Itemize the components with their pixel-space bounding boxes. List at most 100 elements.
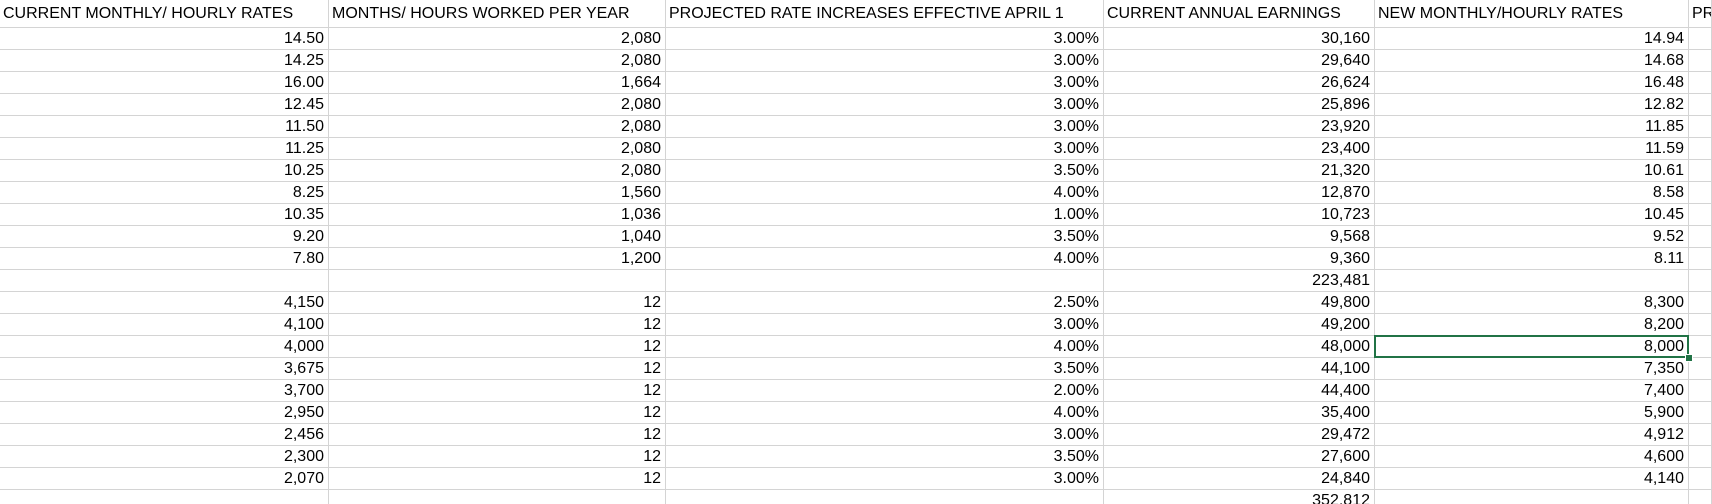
- cell[interactable]: 29,472: [1104, 424, 1375, 446]
- cell[interactable]: 2,080: [329, 28, 666, 50]
- cell[interactable]: 12: [329, 446, 666, 468]
- cell[interactable]: 12: [329, 468, 666, 490]
- header-cell[interactable]: CURRENT ANNUAL EARNINGS: [1104, 0, 1375, 28]
- cell[interactable]: [666, 490, 1104, 504]
- cell[interactable]: 3.00%: [666, 72, 1104, 94]
- cell[interactable]: 3,700: [0, 380, 329, 402]
- cell[interactable]: 2,080: [329, 160, 666, 182]
- cell[interactable]: 14.25: [0, 50, 329, 72]
- cell[interactable]: 2,080: [329, 116, 666, 138]
- cell[interactable]: [1689, 182, 1712, 204]
- header-cell[interactable]: MONTHS/ HOURS WORKED PER YEAR: [329, 0, 666, 28]
- cell[interactable]: 7,350: [1375, 358, 1689, 380]
- cell[interactable]: 3.00%: [666, 28, 1104, 50]
- cell[interactable]: [1375, 270, 1689, 292]
- cell[interactable]: 3.50%: [666, 226, 1104, 248]
- cell[interactable]: 49,200: [1104, 314, 1375, 336]
- cell[interactable]: [1689, 468, 1712, 490]
- cell[interactable]: [1689, 160, 1712, 182]
- cell[interactable]: 21,320: [1104, 160, 1375, 182]
- cell[interactable]: 16.00: [0, 72, 329, 94]
- cell[interactable]: 3.50%: [666, 446, 1104, 468]
- cell[interactable]: 3.50%: [666, 160, 1104, 182]
- cell[interactable]: 12: [329, 314, 666, 336]
- cell[interactable]: 3.00%: [666, 50, 1104, 72]
- cell[interactable]: 3.00%: [666, 314, 1104, 336]
- cell[interactable]: 44,100: [1104, 358, 1375, 380]
- cell[interactable]: [1689, 270, 1712, 292]
- cell[interactable]: 26,624: [1104, 72, 1375, 94]
- cell[interactable]: 4.00%: [666, 336, 1104, 358]
- cell[interactable]: 44,400: [1104, 380, 1375, 402]
- cell[interactable]: 11.25: [0, 138, 329, 160]
- cell[interactable]: 9,360: [1104, 248, 1375, 270]
- cell[interactable]: 25,896: [1104, 94, 1375, 116]
- fill-handle[interactable]: [1685, 354, 1693, 362]
- cell[interactable]: 352,812: [1104, 490, 1375, 504]
- cell[interactable]: 3.00%: [666, 138, 1104, 160]
- cell[interactable]: 3.50%: [666, 358, 1104, 380]
- cell[interactable]: 2.00%: [666, 380, 1104, 402]
- cell[interactable]: [1689, 50, 1712, 72]
- cell[interactable]: [1689, 204, 1712, 226]
- cell[interactable]: 14.68: [1375, 50, 1689, 72]
- cell[interactable]: 12: [329, 336, 666, 358]
- cell[interactable]: 12,870: [1104, 182, 1375, 204]
- cell[interactable]: 49,800: [1104, 292, 1375, 314]
- cell[interactable]: 1.00%: [666, 204, 1104, 226]
- header-cell[interactable]: PROJECTED RATE INCREASES EFFECTIVE APRIL…: [666, 0, 1104, 28]
- cell[interactable]: 12: [329, 424, 666, 446]
- cell[interactable]: 11.85: [1375, 116, 1689, 138]
- cell[interactable]: 5,900: [1375, 402, 1689, 424]
- cell[interactable]: [0, 490, 329, 504]
- cell[interactable]: 23,400: [1104, 138, 1375, 160]
- cell[interactable]: 12: [329, 292, 666, 314]
- cell[interactable]: 1,040: [329, 226, 666, 248]
- cell[interactable]: 12.82: [1375, 94, 1689, 116]
- cell[interactable]: 4.00%: [666, 402, 1104, 424]
- cell[interactable]: [1689, 314, 1712, 336]
- cell[interactable]: [1689, 248, 1712, 270]
- selection[interactable]: [1374, 335, 1689, 358]
- cell[interactable]: 3,675: [0, 358, 329, 380]
- cell[interactable]: [1689, 446, 1712, 468]
- cell[interactable]: 7,400: [1375, 380, 1689, 402]
- cell[interactable]: 10.35: [0, 204, 329, 226]
- cell[interactable]: [329, 490, 666, 504]
- cell[interactable]: 24,840: [1104, 468, 1375, 490]
- cell[interactable]: 7.80: [0, 248, 329, 270]
- cell[interactable]: 2,080: [329, 94, 666, 116]
- cell[interactable]: 2,070: [0, 468, 329, 490]
- cell[interactable]: 2,300: [0, 446, 329, 468]
- cell[interactable]: 14.94: [1375, 28, 1689, 50]
- cell[interactable]: 35,400: [1104, 402, 1375, 424]
- cell[interactable]: [1689, 116, 1712, 138]
- cell[interactable]: 12: [329, 380, 666, 402]
- cell[interactable]: 1,664: [329, 72, 666, 94]
- cell[interactable]: 3.00%: [666, 468, 1104, 490]
- cell[interactable]: [1689, 402, 1712, 424]
- cell[interactable]: 4,150: [0, 292, 329, 314]
- header-cell[interactable]: NEW MONTHLY/HOURLY RATES: [1375, 0, 1689, 28]
- cell[interactable]: [1689, 138, 1712, 160]
- cell[interactable]: [329, 270, 666, 292]
- cell[interactable]: 4,100: [0, 314, 329, 336]
- cell[interactable]: [1689, 72, 1712, 94]
- cell[interactable]: [1689, 490, 1712, 504]
- cell[interactable]: 4,140: [1375, 468, 1689, 490]
- cell[interactable]: 2,080: [329, 50, 666, 72]
- cell[interactable]: 4.00%: [666, 248, 1104, 270]
- cell[interactable]: 8,300: [1375, 292, 1689, 314]
- cell[interactable]: 48,000: [1104, 336, 1375, 358]
- cell[interactable]: 8.58: [1375, 182, 1689, 204]
- cell[interactable]: 2,950: [0, 402, 329, 424]
- cell[interactable]: 12: [329, 358, 666, 380]
- cell[interactable]: [1375, 490, 1689, 504]
- cell[interactable]: 11.50: [0, 116, 329, 138]
- cell[interactable]: 30,160: [1104, 28, 1375, 50]
- cell[interactable]: [1689, 292, 1712, 314]
- cell[interactable]: 12: [329, 402, 666, 424]
- cell[interactable]: 4,912: [1375, 424, 1689, 446]
- cell[interactable]: 9.52: [1375, 226, 1689, 248]
- cell[interactable]: 2,456: [0, 424, 329, 446]
